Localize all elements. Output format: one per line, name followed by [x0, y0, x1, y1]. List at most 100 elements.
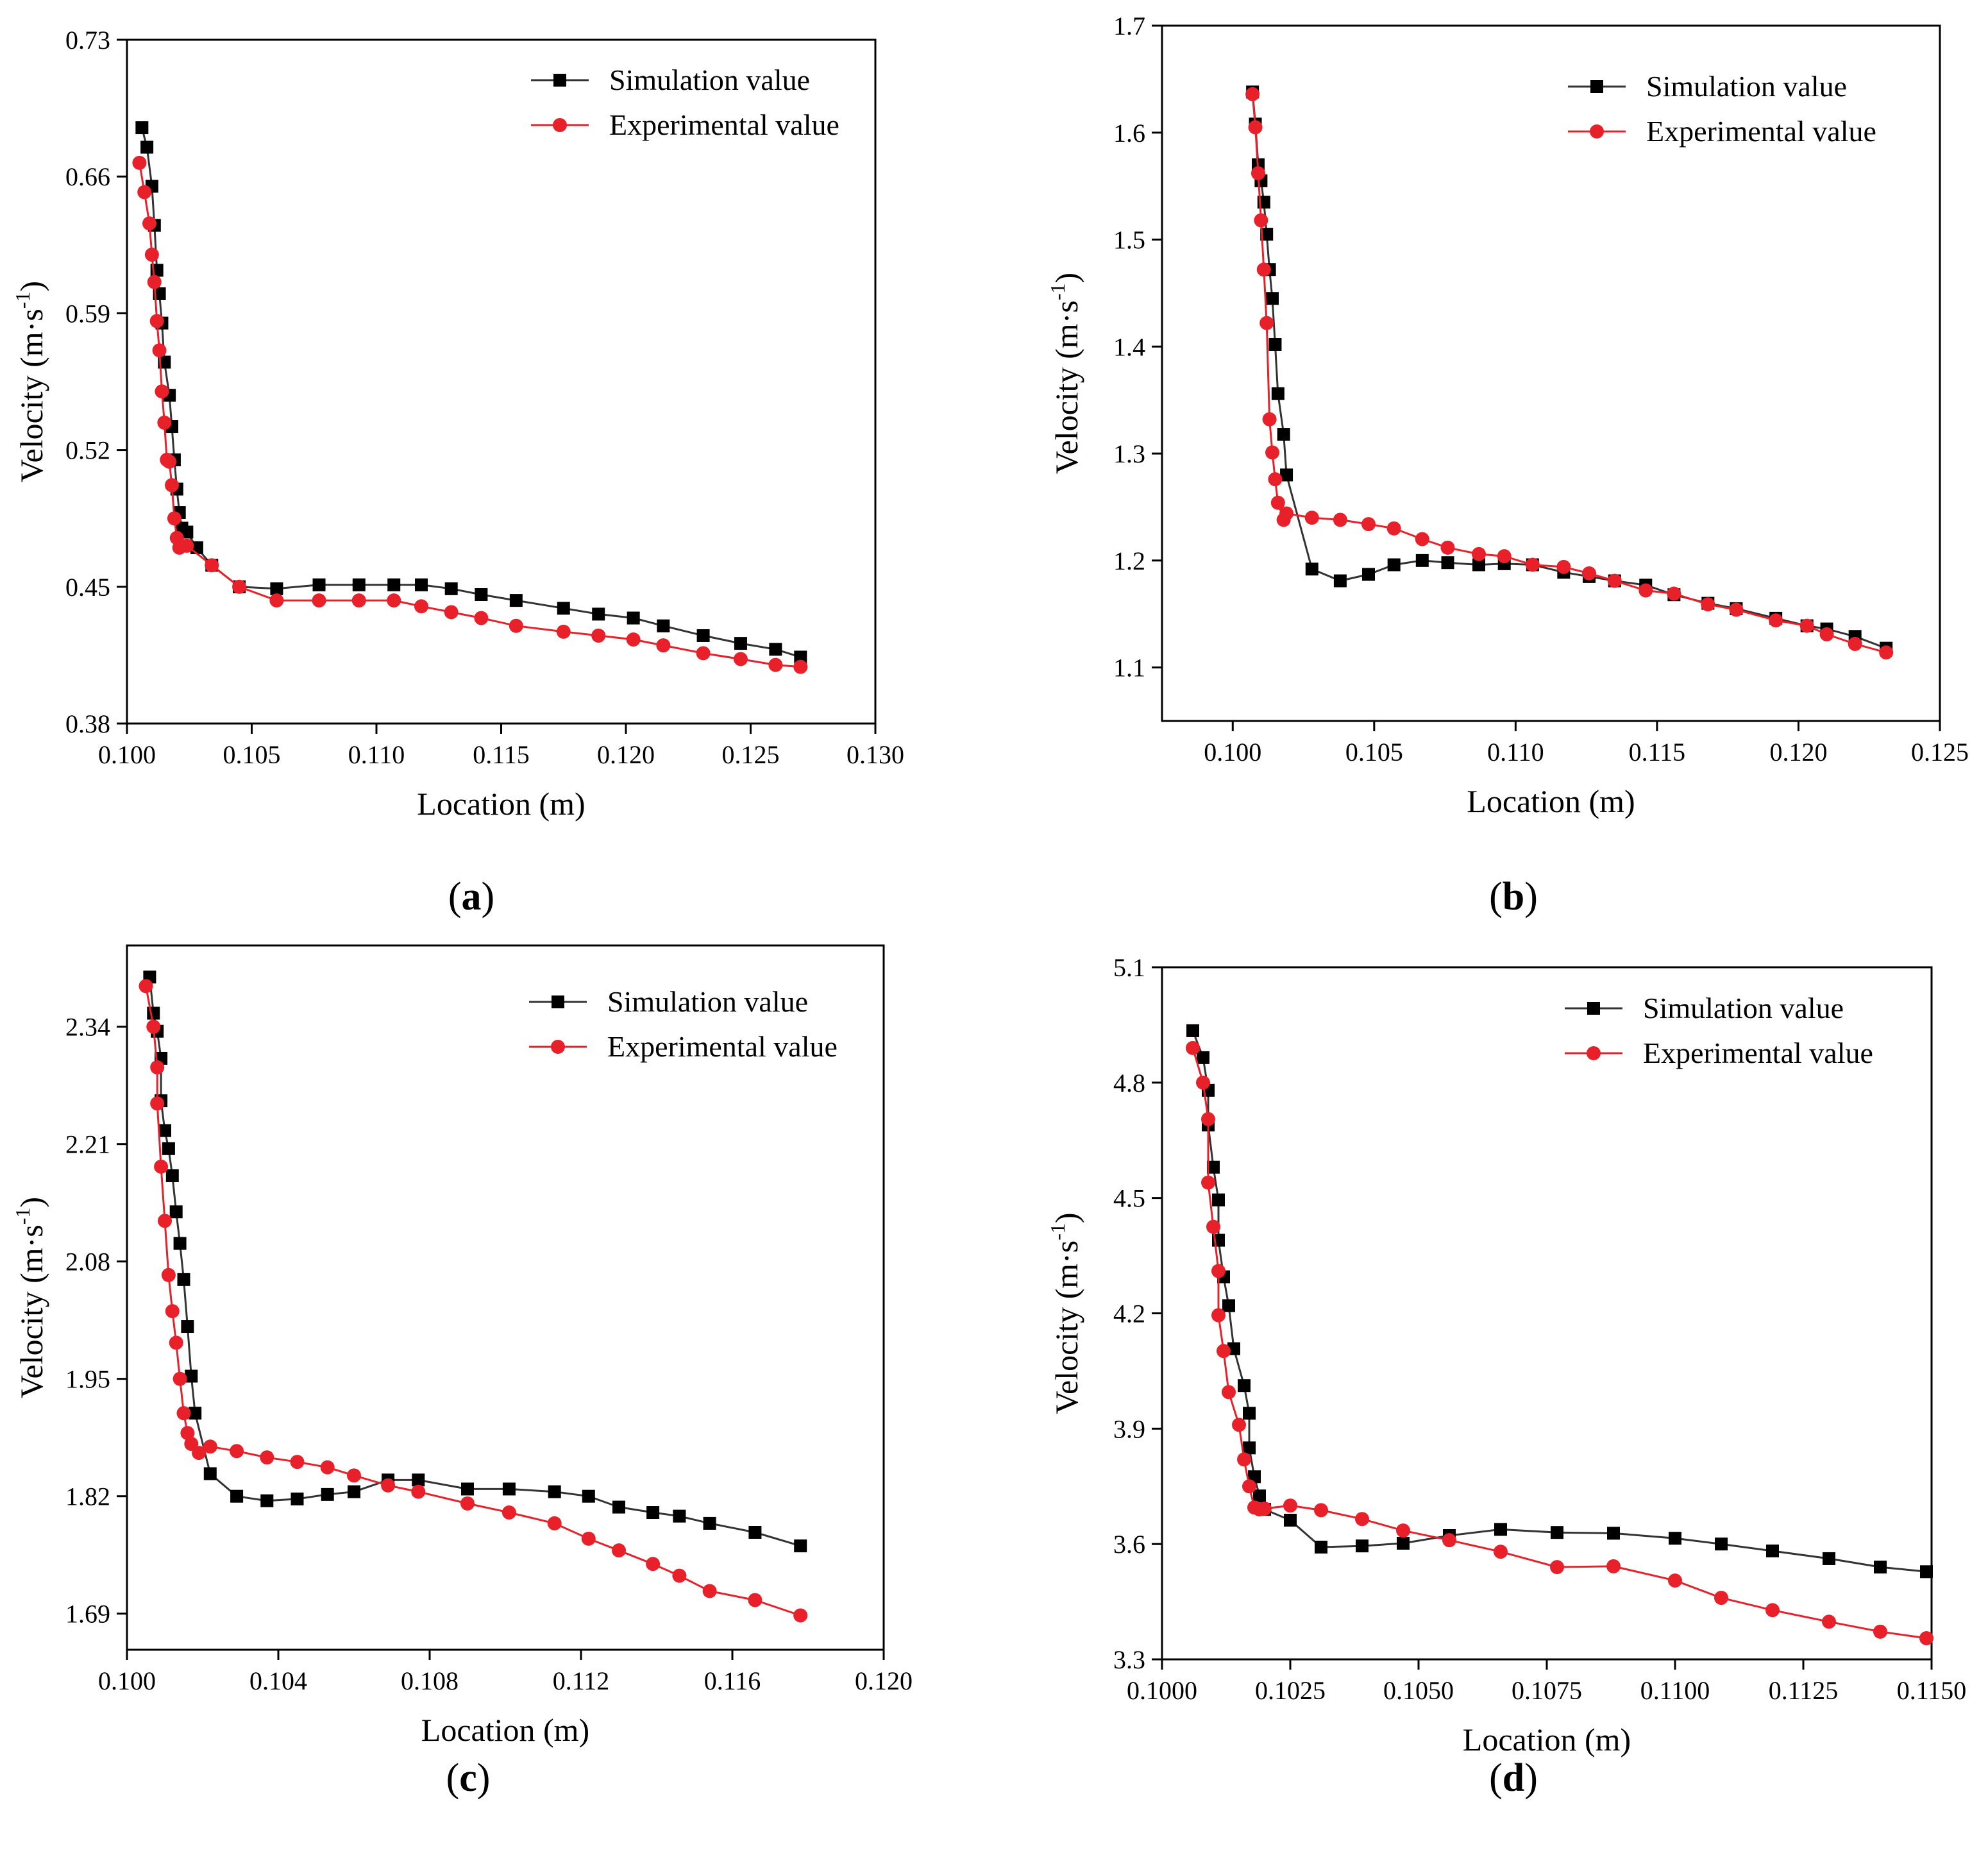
legend: Simulation value Experimental value	[1565, 992, 1873, 1069]
experimental-point	[460, 1496, 475, 1511]
simulation-point	[1260, 228, 1274, 241]
experimental-point	[1361, 517, 1376, 532]
x-tick-label: 0.105	[223, 740, 281, 769]
experimental-point	[147, 275, 162, 289]
experimental-point	[1196, 1075, 1210, 1090]
experimental-point	[192, 1446, 206, 1461]
experimental-point	[444, 605, 459, 620]
x-tick-label: 0.1000	[1127, 1676, 1197, 1705]
x-tick-label: 0.110	[1487, 738, 1544, 767]
simulation-point	[387, 578, 401, 591]
x-tick-label: 0.116	[704, 1666, 761, 1695]
x-tick-label: 0.120	[855, 1666, 913, 1695]
y-tick-label: 0.45	[65, 573, 110, 602]
experimental-point	[155, 384, 169, 399]
experimental-point	[591, 628, 606, 643]
simulation-point	[592, 607, 605, 621]
panel-caption: (b)	[1489, 875, 1538, 919]
y-tick-label: 1.95	[65, 1365, 110, 1394]
simulation-point	[612, 1500, 625, 1514]
simulation-point	[1333, 574, 1347, 588]
simulation-point	[794, 650, 807, 664]
plot-frame	[1161, 966, 1933, 1661]
experimental-point	[165, 1304, 180, 1319]
y-tick-label: 0.38	[65, 709, 110, 738]
simulation-point	[444, 582, 458, 595]
experimental-point	[1525, 557, 1540, 572]
simulation-legend-marker	[1587, 1002, 1600, 1015]
experimental-point	[748, 1593, 762, 1607]
simulation-point	[348, 1485, 360, 1498]
experimental-legend-marker	[1590, 124, 1604, 139]
experimental-point	[1259, 316, 1274, 330]
experimental-point	[1556, 559, 1571, 574]
simulation-point	[165, 1169, 179, 1182]
experimental-point	[1667, 586, 1681, 601]
experimental-point	[1472, 546, 1487, 561]
simulation-point	[1271, 387, 1285, 400]
simulation-point	[412, 1473, 425, 1487]
experimental-point	[158, 1214, 172, 1228]
experimental-point	[1314, 1503, 1328, 1518]
simulation-point	[1284, 1514, 1297, 1527]
experimental-point	[1769, 613, 1783, 628]
panel-b: 0.100 0.105 0.110 0.115 0.120 0.125 1.1 1.2 1.3 1…	[1046, 12, 1969, 919]
simulation-point	[1227, 1342, 1240, 1355]
experimental-point	[165, 478, 180, 493]
simulation-point	[135, 121, 149, 135]
simulation-point	[352, 578, 366, 591]
simulation-point	[230, 1489, 244, 1503]
simulation-legend-marker	[553, 74, 566, 87]
simulation-point	[769, 643, 782, 656]
y-tick-label: 0.59	[65, 299, 110, 328]
experimental-point	[1251, 166, 1265, 181]
x-tick-label: 0.1025	[1255, 1676, 1326, 1705]
simulation-point	[657, 619, 670, 632]
x-tick-label: 0.110	[348, 740, 405, 769]
simulation-legend-marker	[552, 995, 564, 1008]
experimental-legend-marker	[553, 118, 567, 132]
y-tick-label: 4.8	[1113, 1069, 1145, 1097]
experimental-point	[1638, 583, 1653, 598]
simulation-point	[475, 588, 488, 601]
x-axis-label: Location (m)	[417, 786, 585, 822]
simulation-point	[312, 578, 326, 591]
simulation-point	[461, 1482, 474, 1496]
experimental-point	[672, 1568, 687, 1583]
simulation-line	[1192, 1030, 1927, 1573]
experimental-point	[162, 454, 177, 469]
simulation-legend-label: Simulation value	[607, 985, 808, 1018]
experimental-point	[230, 1444, 244, 1459]
simulation-point	[1222, 1299, 1235, 1312]
simulation-point	[1397, 1536, 1410, 1550]
experimental-point	[1265, 445, 1280, 460]
x-tick-label: 0.104	[249, 1666, 307, 1695]
experimental-legend-marker	[1587, 1046, 1601, 1060]
experimental-point	[1497, 549, 1512, 564]
experimental-point	[1668, 1573, 1682, 1588]
experimental-point	[142, 216, 157, 231]
simulation-point	[291, 1492, 304, 1505]
y-axis-label: Velocity (m·s-1)	[11, 1197, 49, 1398]
x-tick-label: 0.105	[1345, 738, 1403, 767]
simulation-point	[260, 1494, 274, 1507]
experimental-point	[154, 1159, 169, 1174]
simulation-point	[1441, 556, 1454, 570]
plot-frame	[126, 38, 877, 725]
experimental-point	[509, 618, 523, 633]
x-tick-label: 0.120	[1769, 738, 1827, 767]
experimental-point	[581, 1531, 596, 1546]
experimental-point	[696, 646, 711, 661]
experimental-point	[1396, 1523, 1410, 1538]
experimental-point	[547, 1516, 562, 1530]
simulation-point	[1415, 554, 1429, 567]
experimental-point	[1186, 1040, 1200, 1055]
experimental-point	[1248, 120, 1263, 135]
simulation-legend-label: Simulation value	[1643, 992, 1844, 1024]
y-tick-label: 1.6	[1113, 119, 1145, 148]
simulation-point	[177, 1273, 190, 1286]
simulation-point	[270, 582, 283, 595]
experimental-point	[387, 593, 401, 608]
experimental-point	[1494, 1545, 1508, 1559]
experimental-point	[1550, 1560, 1564, 1575]
